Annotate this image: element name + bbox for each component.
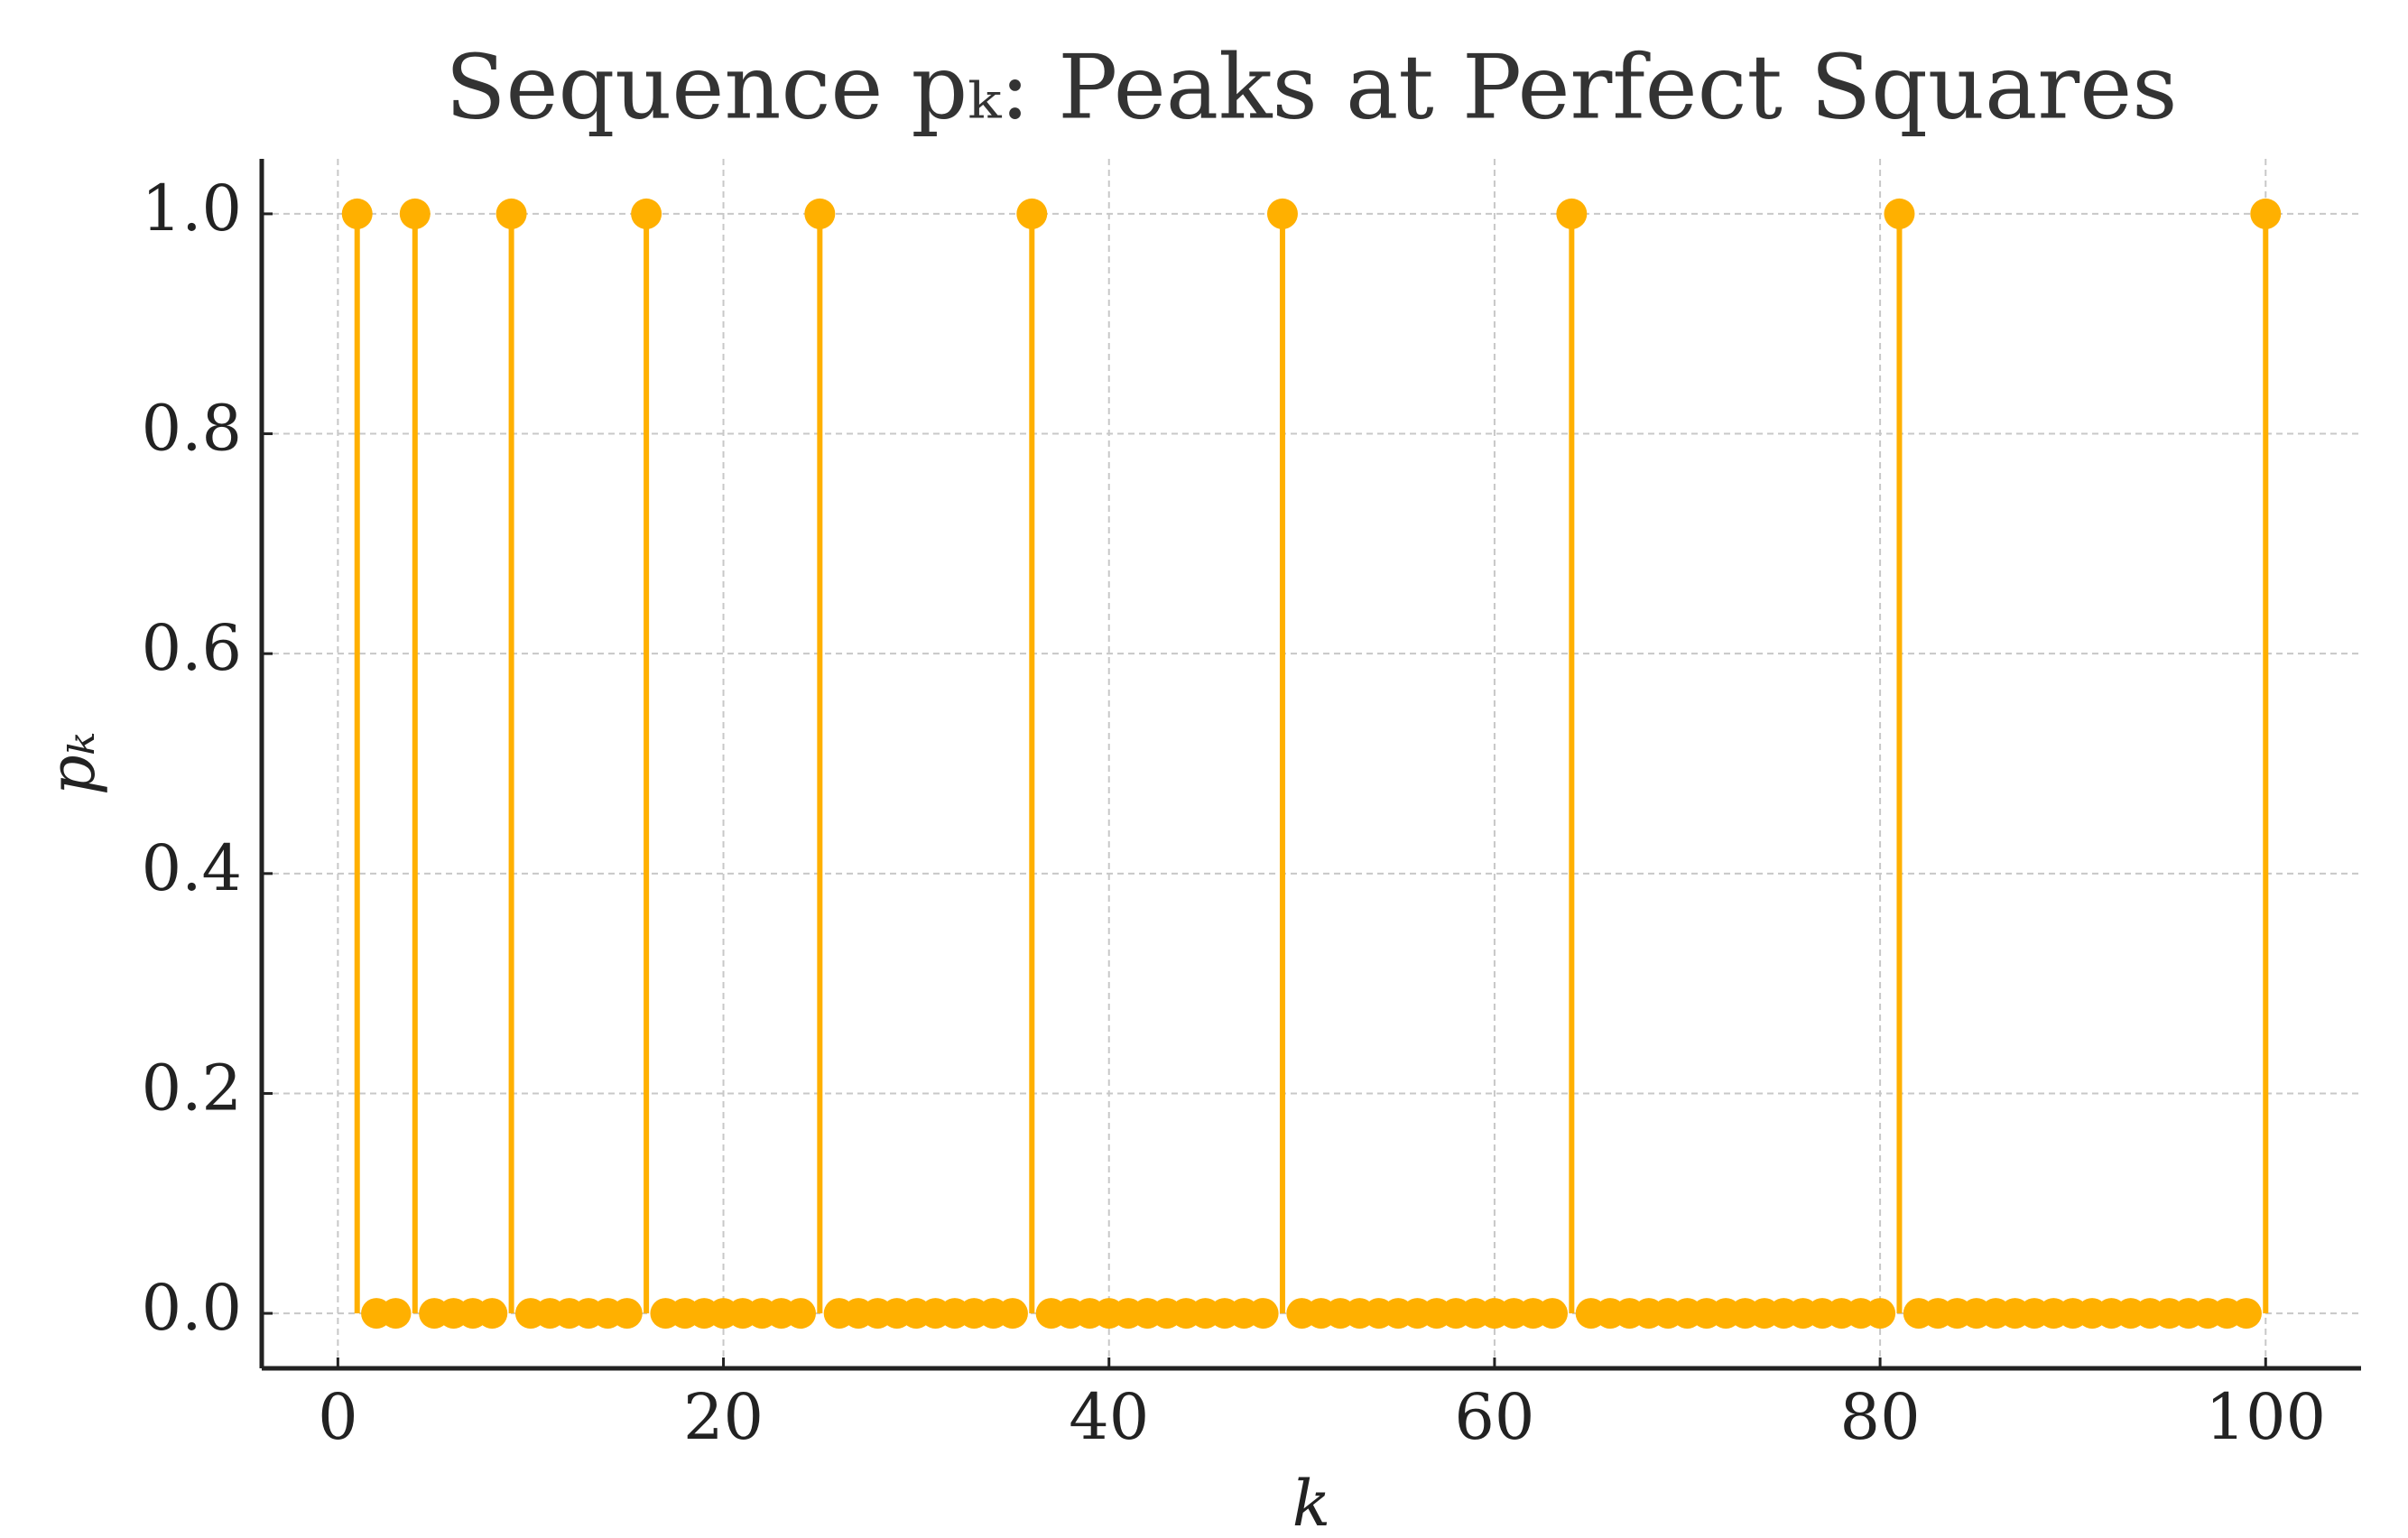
marker xyxy=(1016,198,1048,229)
marker xyxy=(804,198,836,229)
y-tick-label: 0.6 xyxy=(142,611,242,685)
x-axis-label: k xyxy=(1292,1467,1330,1538)
y-tick-label: 0.4 xyxy=(142,831,242,905)
y-tick-label: 0.0 xyxy=(142,1271,242,1345)
marker xyxy=(2250,198,2282,229)
chart-title: Sequence pₖ: Peaks at Perfect Squares xyxy=(445,37,2177,140)
marker xyxy=(380,1298,412,1330)
x-tick-label: 80 xyxy=(1840,1380,1921,1454)
marker xyxy=(1865,1298,1896,1330)
marker xyxy=(495,198,527,229)
marker xyxy=(341,198,373,229)
x-tick-label: 40 xyxy=(1069,1380,1149,1454)
marker xyxy=(1536,1298,1568,1330)
marker xyxy=(399,198,431,229)
marker xyxy=(1266,198,1298,229)
y-tick-label: 0.2 xyxy=(142,1051,242,1125)
marker xyxy=(1556,198,1588,229)
marker xyxy=(1247,1298,1279,1330)
y-axis-label: pₖ xyxy=(35,732,109,795)
x-tick-label: 0 xyxy=(318,1380,358,1454)
y-tick-label: 0.8 xyxy=(142,392,242,466)
marker xyxy=(2230,1298,2262,1330)
y-tick-label: 1.0 xyxy=(142,171,242,246)
marker xyxy=(477,1298,508,1330)
x-tick-label: 60 xyxy=(1454,1380,1534,1454)
marker xyxy=(996,1298,1028,1330)
marker xyxy=(611,1298,643,1330)
marker xyxy=(784,1298,816,1330)
x-tick-label: 100 xyxy=(2205,1380,2326,1454)
marker xyxy=(631,198,662,229)
x-tick-label: 20 xyxy=(683,1380,764,1454)
marker xyxy=(1884,198,1915,229)
